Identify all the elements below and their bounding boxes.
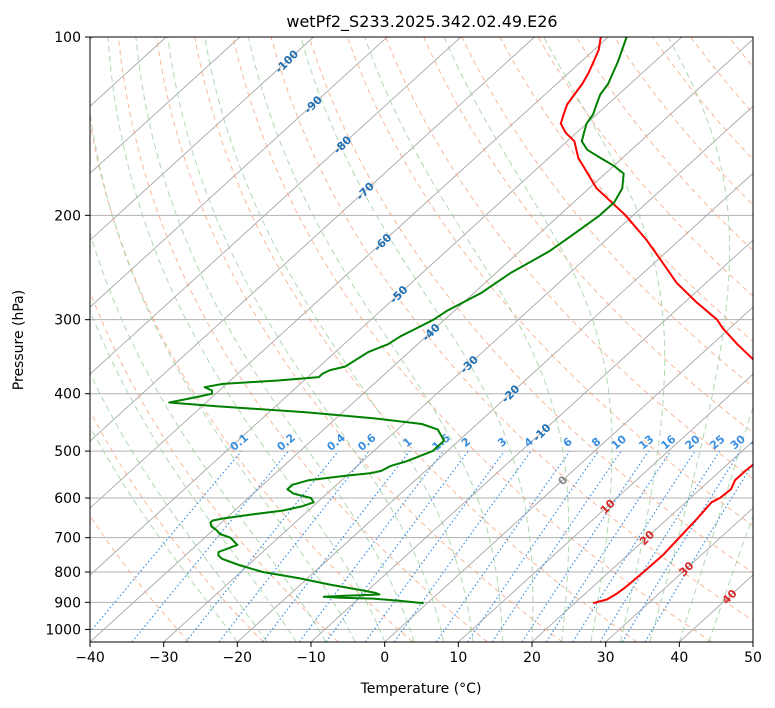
mixing-ratio-line-16 <box>545 450 672 642</box>
moist-adiabat-0 <box>107 37 386 642</box>
x-tick-label: 30 <box>597 650 615 666</box>
moist-adiabat-16 <box>247 37 503 642</box>
moist-adiabat-12 <box>204 37 474 642</box>
dry-adiabat-120 <box>537 37 753 297</box>
y-tick-label: 900 <box>54 595 81 611</box>
x-tick-label: −10 <box>296 650 326 666</box>
dry-adiabat-80 <box>385 37 753 480</box>
isotherm--40 <box>90 38 753 642</box>
y-axis-label: Pressure (hPa) <box>11 290 27 390</box>
mixing-ratio-line-2 <box>325 450 469 642</box>
x-tick-label: 10 <box>449 650 467 666</box>
profile-series <box>168 37 753 605</box>
moist-adiabat-44 <box>708 514 753 642</box>
dry-adiabat-40 <box>232 37 712 642</box>
moist-adiabat--4 <box>90 108 356 642</box>
dewpoint-profile <box>168 37 628 605</box>
isotherm-10 <box>458 373 753 642</box>
mixing-ratio-line-6 <box>435 450 571 642</box>
mixing-ratio-line-20 <box>572 450 696 642</box>
moist-adiabats <box>90 37 753 642</box>
moist-adiabat-28 <box>443 37 613 642</box>
isotherm--20 <box>237 172 753 642</box>
mixing-ratio-line-0.2 <box>131 450 289 642</box>
x-axis-label: Temperature (°C) <box>360 681 482 697</box>
moist-adiabat-20 <box>300 37 534 642</box>
moist-adiabat-36 <box>649 37 730 642</box>
dry-adiabat--10 <box>90 290 339 642</box>
y-tick-label: 200 <box>54 208 81 224</box>
mixing-ratio-line-3 <box>364 450 505 642</box>
moist-adiabat-32 <box>543 37 666 642</box>
x-tick-label: −40 <box>75 650 105 666</box>
y-tick-label: 1000 <box>45 622 81 638</box>
isotherm-0 <box>384 306 753 642</box>
mixing-ratio-line-0.1 <box>90 450 242 634</box>
y-tick-label: 400 <box>54 387 81 403</box>
dry-adiabat-10 <box>117 37 488 642</box>
dry-adiabat-30 <box>194 37 638 642</box>
mixing-ratio-line-36 <box>644 462 753 642</box>
isotherm--60 <box>90 37 609 509</box>
mixing-ratio-lines <box>90 450 753 642</box>
y-tick-label: 600 <box>54 491 81 507</box>
isotherm--80 <box>90 37 462 375</box>
temperature-profile <box>559 37 753 605</box>
dry-adiabat-110 <box>499 37 753 343</box>
dry-adiabat-20 <box>156 37 563 642</box>
mixing-ratio-line-13 <box>521 450 650 642</box>
dry-adiabat-50 <box>270 37 753 621</box>
moist-adiabat--8 <box>90 230 327 642</box>
moist-adiabat-8 <box>167 37 445 642</box>
moist-adiabat--20 <box>90 425 238 642</box>
isotherm--10 <box>310 239 753 642</box>
mixing-ratio-label: 36 <box>749 432 769 452</box>
x-tick-label: −20 <box>223 650 253 666</box>
x-tick-label: −30 <box>149 650 179 666</box>
dry-adiabat-0 <box>90 119 414 642</box>
mixing-ratio-line-8 <box>467 450 599 642</box>
isotherm--110 <box>90 37 241 174</box>
y-tick-label: 100 <box>54 30 81 46</box>
axis-ticks: −40 −30 −20 −10 0 10 20 30 40 50 100 200 300 400 500 60… <box>45 30 762 666</box>
dry-adiabat-60 <box>308 37 753 574</box>
moist-adiabat--16 <box>90 371 268 642</box>
mixing-ratio-line-30 <box>621 450 741 642</box>
y-tick-label: 300 <box>54 313 81 329</box>
x-tick-label: 20 <box>523 650 541 666</box>
plot-frame <box>89 36 754 643</box>
x-tick-label: 0 <box>380 650 389 666</box>
mixing-ratio-line-10 <box>491 450 622 642</box>
dry-adiabat--30 <box>90 514 190 642</box>
dry-adiabats <box>90 37 753 642</box>
isotherm-grid <box>90 37 753 642</box>
isotherm--30 <box>163 105 753 642</box>
moist-adiabat--12 <box>90 309 297 642</box>
x-tick-label: 50 <box>744 650 762 666</box>
isotherm--100 <box>90 37 314 241</box>
isotherm--90 <box>90 37 388 308</box>
y-tick-label: 800 <box>54 565 81 581</box>
x-tick-label: 40 <box>670 650 688 666</box>
chart-title: wetPf2_S233.2025.342.02.49.E26 <box>286 12 557 32</box>
isotherm-30 <box>605 507 753 642</box>
isotherm-20 <box>531 440 753 642</box>
moist-adiabat-40 <box>678 405 753 642</box>
isotherm--70 <box>90 37 535 442</box>
y-tick-label: 500 <box>54 444 81 460</box>
y-tick-label: 700 <box>54 531 81 547</box>
mixing-ratio-line-4 <box>393 450 532 642</box>
mixing-ratio-line-0.4 <box>185 450 339 642</box>
moist-adiabat-24 <box>364 37 570 642</box>
dry-adiabat-70 <box>346 37 753 527</box>
mixing-ratio-line-1.5 <box>298 450 444 642</box>
dry-adiabat--20 <box>90 410 264 642</box>
